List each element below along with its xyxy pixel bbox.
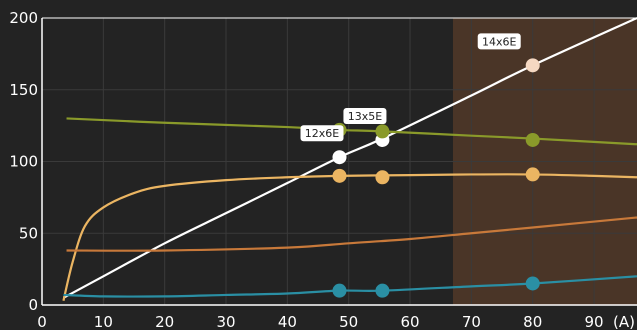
x-tick-label: 60 [400,313,419,330]
series-line-4 [63,275,637,298]
data-label-box [343,107,387,124]
series-4-marker-1 [375,283,390,298]
data-label-box [300,125,344,142]
y-tick-label: 200 [9,9,38,27]
series-line-3 [66,216,637,252]
x-tick-label: 30 [216,313,235,330]
series-1-marker-1 [375,124,390,139]
x-tick-label: 40 [278,313,297,330]
x-tick-label: 0 [37,313,47,330]
x-tick-label: 10 [94,313,113,330]
series-line-0 [62,16,637,299]
y-tick-label: 0 [28,296,38,314]
series-0-marker-0 [332,150,347,165]
series-4-marker-2 [525,276,540,291]
data-label-box [477,33,521,50]
series-2-marker-2 [525,167,540,182]
data-label: 12x6E [300,125,344,142]
x-unit-label: (A) [613,313,635,330]
series-1-marker-2 [525,132,540,147]
x-tick-label: 80 [523,313,542,330]
data-label: 13x5E [343,107,387,124]
data-label-text: 12x6E [305,127,340,140]
data-label: 14x6E [477,33,521,50]
y-tick-label: 50 [19,224,38,242]
y-tick-label: 100 [9,153,38,171]
data-label-text: 14x6E [482,35,517,48]
data-label-text: 13x5E [348,110,383,123]
y-tick-label: 150 [9,81,38,99]
series-2-marker-1 [375,170,390,185]
series-4-marker-0 [332,283,347,298]
x-tick-label: 50 [339,313,358,330]
x-tick-label: 20 [155,313,174,330]
series-2-marker-0 [332,168,347,183]
series-0-marker-2 [525,58,540,73]
x-tick-label: 70 [462,313,481,330]
x-tick-label: 90 [585,313,604,330]
